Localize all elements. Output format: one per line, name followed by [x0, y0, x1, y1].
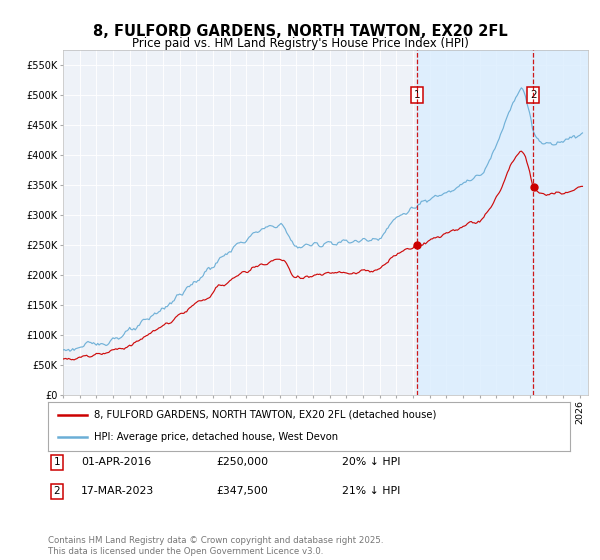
Text: 1: 1 [53, 458, 61, 468]
Text: £347,500: £347,500 [216, 487, 268, 497]
Text: HPI: Average price, detached house, West Devon: HPI: Average price, detached house, West… [94, 432, 338, 442]
Text: 8, FULFORD GARDENS, NORTH TAWTON, EX20 2FL: 8, FULFORD GARDENS, NORTH TAWTON, EX20 2… [92, 24, 508, 39]
Bar [417, 50, 588, 395]
Text: Contains HM Land Registry data © Crown copyright and database right 2025.
This d: Contains HM Land Registry data © Crown c… [48, 536, 383, 556]
Text: 21% ↓ HPI: 21% ↓ HPI [342, 487, 400, 497]
Text: 20% ↓ HPI: 20% ↓ HPI [342, 458, 401, 468]
Text: 2: 2 [53, 487, 61, 497]
Text: £250,000: £250,000 [216, 458, 268, 468]
Text: 2: 2 [530, 90, 536, 100]
Text: 01-APR-2016: 01-APR-2016 [81, 458, 151, 468]
Text: 1: 1 [414, 90, 421, 100]
Text: Price paid vs. HM Land Registry's House Price Index (HPI): Price paid vs. HM Land Registry's House … [131, 37, 469, 50]
Text: 8, FULFORD GARDENS, NORTH TAWTON, EX20 2FL (detached house): 8, FULFORD GARDENS, NORTH TAWTON, EX20 2… [94, 410, 436, 420]
Text: 17-MAR-2023: 17-MAR-2023 [81, 487, 154, 497]
